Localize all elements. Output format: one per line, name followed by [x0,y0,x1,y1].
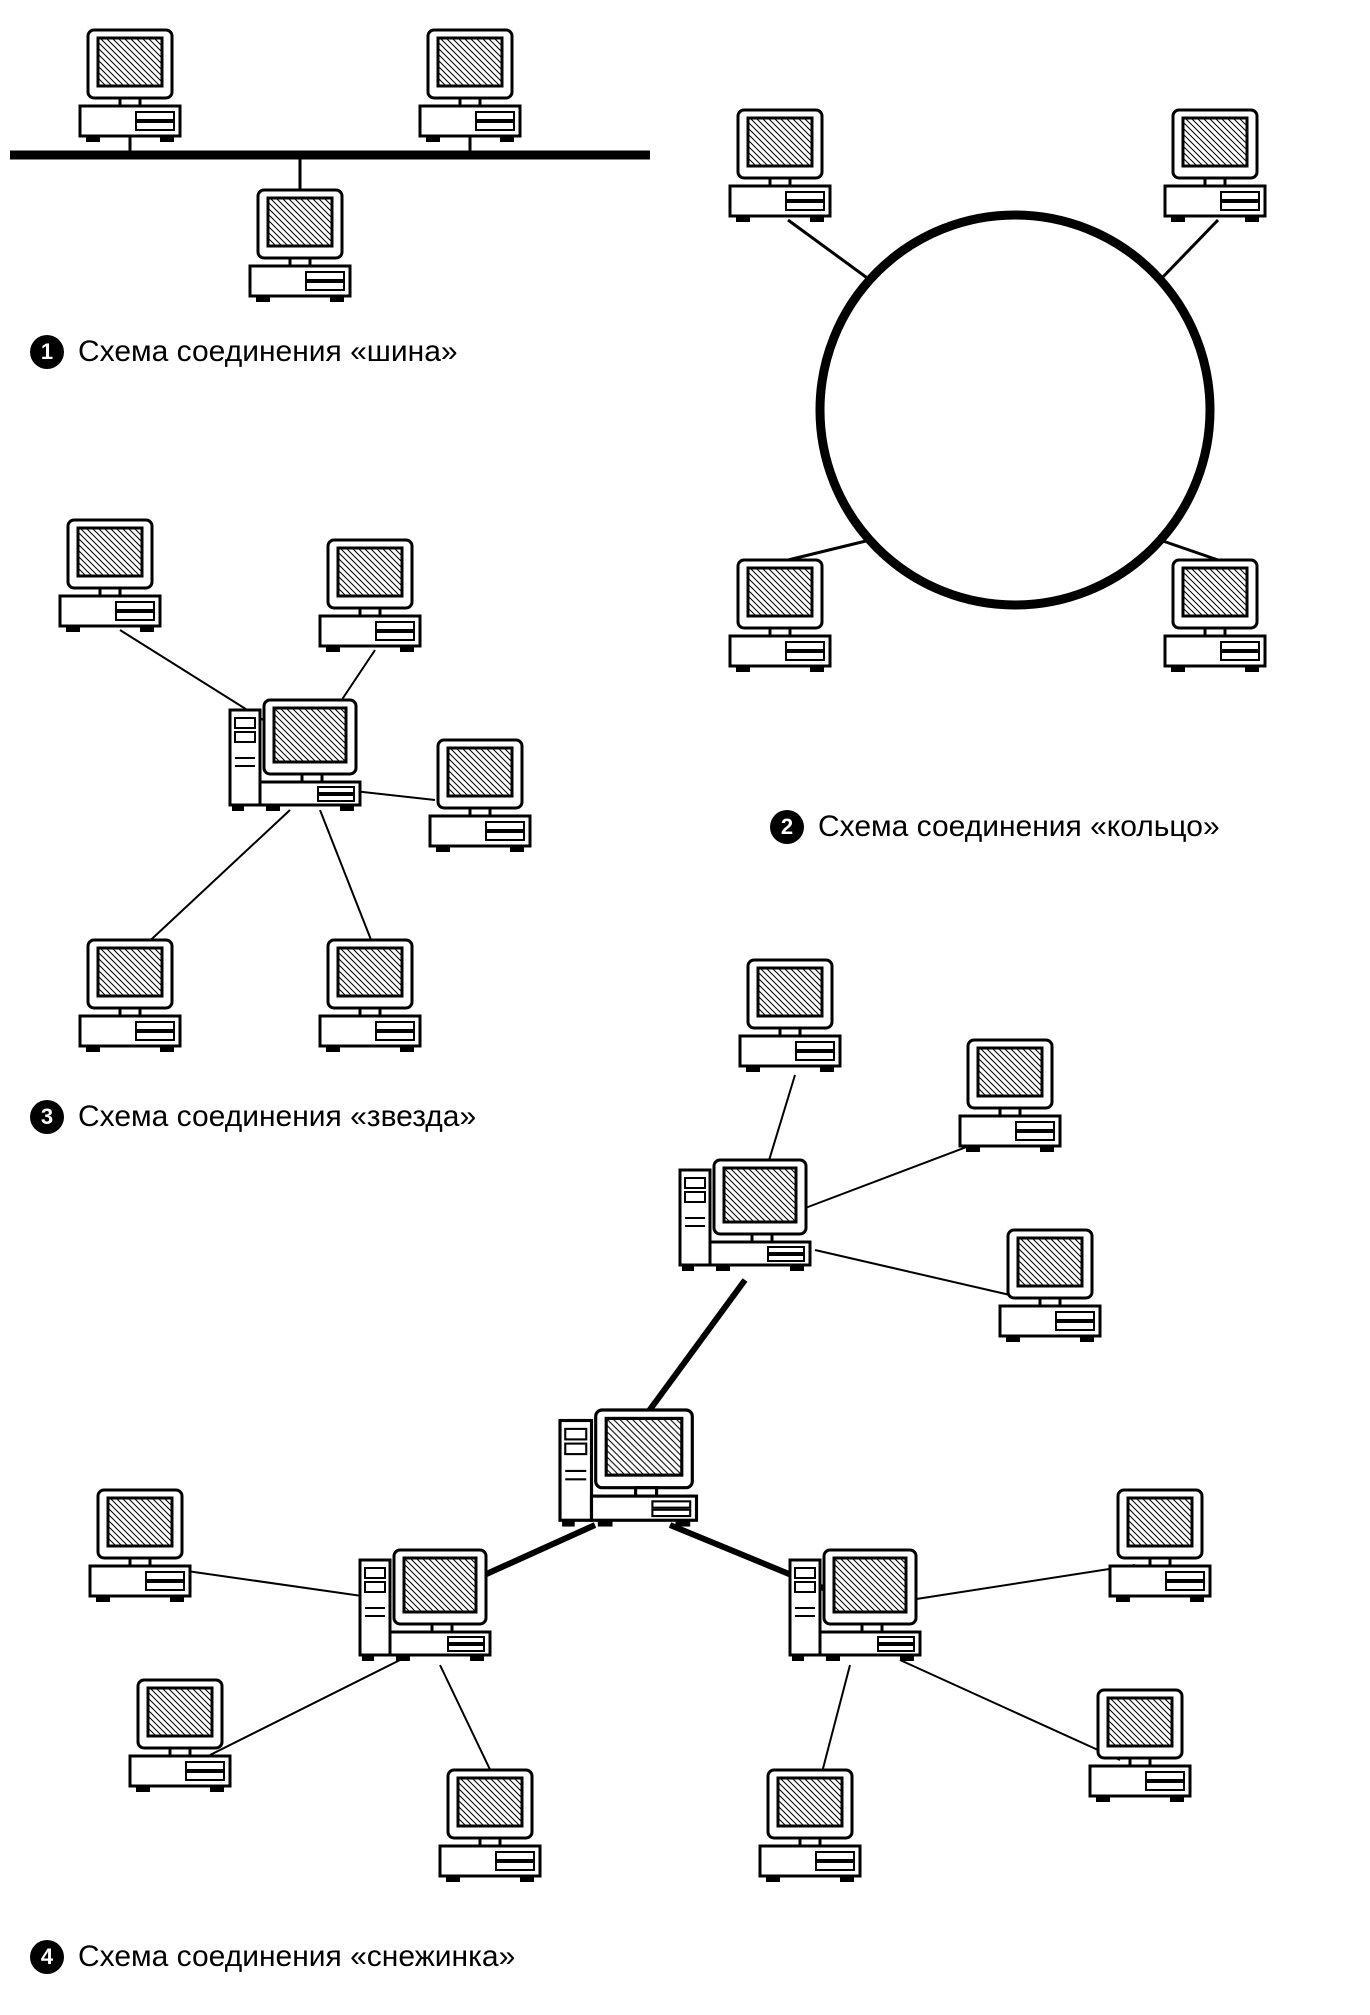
pc-icon [90,1490,190,1602]
bullet-icon: 4 [30,1940,64,1974]
server-icon [560,1410,697,1527]
pc-icon [960,1040,1060,1152]
pc-icon [1090,1690,1190,1802]
caption-bus-label: Схема соединения «шина» [78,335,458,369]
pc-icon [1165,110,1265,222]
pc-icon [740,960,840,1072]
server-icon [680,1160,810,1271]
pc-icon [80,940,180,1052]
server-icon [230,700,360,811]
bullet-icon: 3 [30,1100,64,1134]
caption-star: 3 Схема соединения «звезда» [30,1100,476,1134]
pc-icon [1110,1490,1210,1602]
pc-icon [760,1770,860,1882]
pc-icon [440,1770,540,1882]
caption-star-label: Схема соединения «звезда» [78,1100,476,1134]
caption-snow-label: Схема соединения «снежинка» [78,1940,515,1974]
caption-ring-label: Схема соединения «кольцо» [818,810,1220,844]
pc-icon [320,940,420,1052]
pc-icon [320,540,420,652]
pc-icon [730,560,830,672]
pc-icon [1000,1230,1100,1342]
server-icon [360,1550,490,1661]
pc-icon [1165,560,1265,672]
pc-icon [430,740,530,852]
caption-ring: 2 Схема соединения «кольцо» [770,810,1220,844]
bullet-icon: 2 [770,810,804,844]
diagram-canvas [0,0,1370,2015]
pc-icon [420,30,520,142]
pc-icon [250,190,350,302]
caption-bus: 1 Схема соединения «шина» [30,335,458,369]
pc-icon [730,110,830,222]
server-icon [790,1550,920,1661]
pc-icon [80,30,180,142]
caption-snow: 4 Схема соединения «снежинка» [30,1940,515,1974]
pc-icon [60,520,160,632]
pc-icon [130,1680,230,1792]
bullet-icon: 1 [30,335,64,369]
